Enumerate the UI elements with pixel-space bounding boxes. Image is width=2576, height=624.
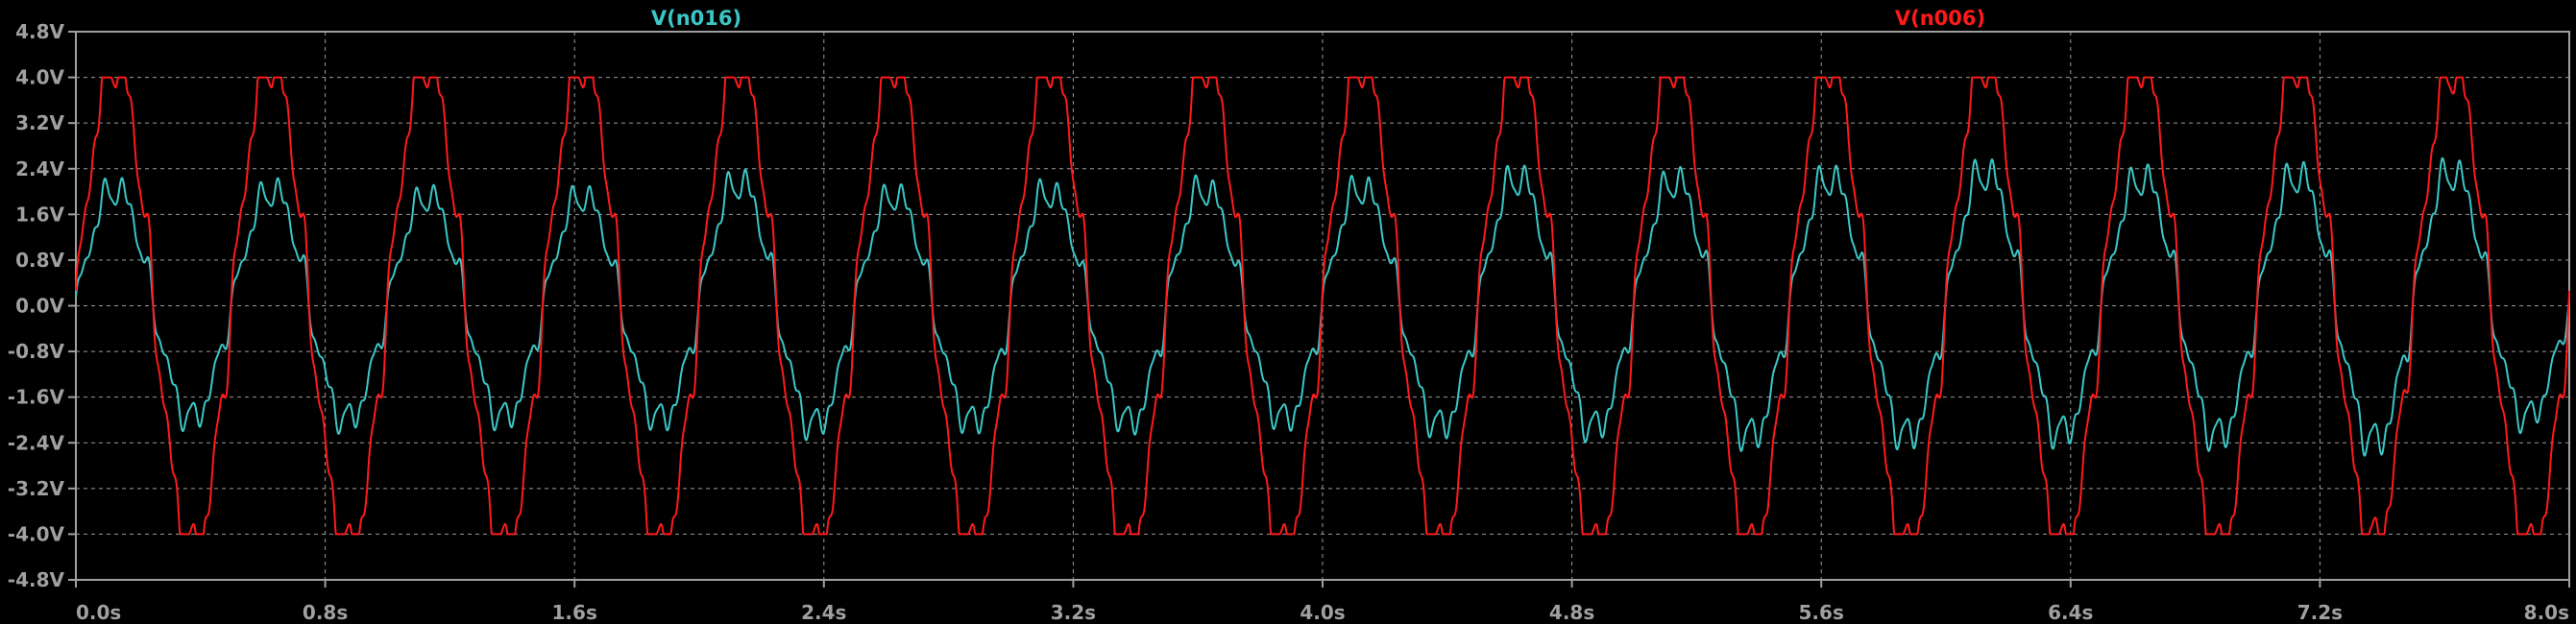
x-tick-label: 1.6s <box>552 601 597 624</box>
x-tick-label: 3.2s <box>1051 601 1096 624</box>
y-tick-label: 0.0V <box>15 295 64 318</box>
y-tick-label: 0.8V <box>15 249 64 272</box>
x-tick-label: 4.8s <box>1549 601 1594 624</box>
x-axis: 0.0s 0.8s 1.6s 2.4s 3.2s 4.0s 4.8s 5.6s 6.4s 7.2s… <box>75 580 2570 624</box>
y-tick-label: 3.2V <box>15 111 64 134</box>
y-axis: 4.8V 4.0V 3.2V 2.4V 1.6V 0.8V 0.0V -0.8V -1.6V -2… <box>8 20 76 591</box>
plot-traces[interactable] <box>75 76 2570 536</box>
legend-v-n016[interactable]: V(n016) <box>651 7 741 30</box>
y-tick-label: -3.2V <box>8 477 65 500</box>
y-tick-label: 4.8V <box>15 20 64 43</box>
x-tick-label: 6.4s <box>2048 601 2093 624</box>
legend-v-n006[interactable]: V(n006) <box>1895 7 1985 30</box>
x-tick-label: 0.8s <box>303 601 348 624</box>
y-tick-label: 1.6V <box>15 203 64 226</box>
y-tick-label: -4.0V <box>8 522 65 545</box>
x-tick-label: 8.0s <box>2524 601 2569 624</box>
y-tick-label: -1.6V <box>8 386 65 409</box>
y-tick-label: 2.4V <box>15 157 64 180</box>
x-tick-label: 5.6s <box>1799 601 1844 624</box>
x-tick-label: 2.4s <box>801 601 846 624</box>
y-tick-label: -2.4V <box>8 431 65 454</box>
y-tick-label: -4.8V <box>8 568 65 591</box>
y-tick-label: -0.8V <box>8 340 65 363</box>
x-tick-label: 0.0s <box>76 601 121 624</box>
x-tick-label: 7.2s <box>2297 601 2343 624</box>
trace-v-n006[interactable] <box>75 76 2570 536</box>
y-tick-label: 4.0V <box>15 66 64 89</box>
x-tick-label: 4.0s <box>1300 601 1345 624</box>
